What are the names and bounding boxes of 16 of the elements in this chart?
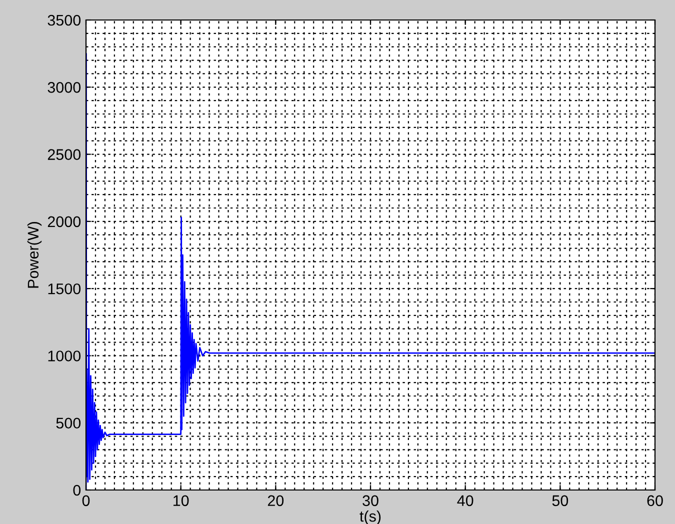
y-tick-label: 0	[73, 484, 81, 496]
y-tick-label: 500	[56, 418, 81, 429]
y-tick-label: 2000	[48, 216, 81, 228]
y-tick-label: 3500	[48, 14, 81, 26]
x-tick-label: 60	[647, 495, 663, 506]
y-tick-label: 1000	[48, 350, 81, 362]
x-tick-label: 0	[82, 495, 90, 506]
x-tick-label: 40	[457, 495, 474, 506]
x-tick-label: 10	[174, 495, 189, 506]
x-tick-label: 50	[552, 495, 568, 506]
x-tick-label: 30	[362, 495, 378, 506]
y-tick-label: 3000	[48, 82, 81, 93]
y-axis-title: Power(W)	[27, 222, 42, 288]
x-tick-label: 20	[268, 495, 284, 506]
y-tick-label: 2500	[48, 149, 81, 160]
y-tick-label: 1500	[48, 283, 81, 294]
